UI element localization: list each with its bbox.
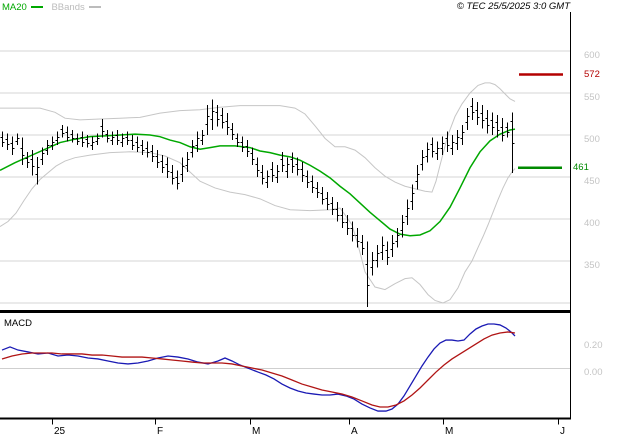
- macd-axis-label-0.00: 0.00: [584, 367, 603, 378]
- macd-signal-line: [1, 331, 516, 408]
- x-axis-label-M: M: [445, 426, 454, 437]
- ma20-line: [0, 128, 516, 237]
- legend-label-ma20: MA20: [2, 2, 27, 13]
- bollinger-upper-band-line: [0, 82, 516, 193]
- copyright-timestamp: © TEC 25/5/2025 3:0 GMT: [456, 1, 570, 12]
- macd-panel-label: MACD: [4, 318, 32, 329]
- x-axis-label-M: M: [252, 426, 261, 437]
- legend-item-bbands: BBands: [51, 2, 101, 13]
- macd-line: [1, 323, 516, 412]
- price-axis-label-550: 550: [584, 92, 600, 103]
- x-axis-label-J: J: [560, 426, 565, 437]
- price-axis-label-400: 400: [584, 218, 600, 229]
- x-axis-label-A: A: [351, 426, 358, 437]
- x-axis-label-F: F: [157, 426, 164, 437]
- macd-axis-label-0.20: 0.20: [584, 340, 603, 351]
- price-axis-label-600: 600: [584, 50, 600, 61]
- level-label-572: 572: [584, 68, 600, 80]
- level-label-461: 461: [573, 161, 589, 173]
- x-axis-label-25: 25: [54, 426, 66, 437]
- panel-separator: [0, 310, 570, 313]
- x-axis-line: [0, 417, 570, 420]
- price-axis-label-350: 350: [584, 260, 600, 271]
- bbands-line-swatch-icon: [88, 6, 101, 9]
- price-axis-label-450: 450: [584, 176, 600, 187]
- chart-legend: MA20 BBands: [2, 2, 107, 13]
- legend-label-bbands: BBands: [51, 2, 85, 13]
- ma20-line-swatch-icon: [30, 6, 43, 9]
- legend-item-ma20: MA20: [2, 2, 43, 13]
- price-axis-label-500: 500: [584, 134, 600, 145]
